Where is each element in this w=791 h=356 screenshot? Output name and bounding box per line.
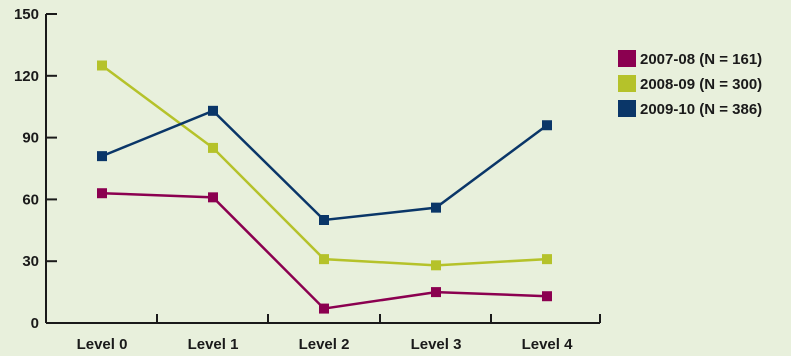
y-tick-label: 0 <box>31 315 39 332</box>
data-point <box>431 260 441 271</box>
y-tick-label: 60 <box>22 191 39 208</box>
y-tick-label: 90 <box>22 130 39 147</box>
legend-swatch <box>618 50 636 67</box>
data-point <box>431 202 441 213</box>
y-tick-label: 30 <box>22 253 39 270</box>
x-tick-label: Level 3 <box>411 336 462 353</box>
data-point <box>208 105 218 116</box>
data-point <box>542 120 552 131</box>
legend: 2007-08 (N = 161) 2008-09 (N = 300) 2009-1… <box>618 50 762 118</box>
legend-label: 2008-09 (N = 300) <box>640 76 762 93</box>
axes <box>45 14 600 324</box>
data-point <box>542 254 552 265</box>
x-tick-label: Level 4 <box>522 336 574 353</box>
data-point <box>431 287 441 298</box>
data-point <box>319 215 329 225</box>
data-point <box>208 192 218 203</box>
x-tick-label: Level 0 <box>77 336 128 353</box>
data-point <box>208 142 218 153</box>
legend-swatch <box>618 75 636 92</box>
x-tick-label: Level 2 <box>299 336 350 353</box>
y-ticks: 0 30 60 90 120 150 <box>14 6 57 332</box>
series-line-2008-09 <box>101 64 548 267</box>
data-point <box>319 254 329 265</box>
x-tick-label: Level 1 <box>188 336 239 353</box>
data-point <box>97 60 107 71</box>
data-point <box>97 188 107 199</box>
x-ticks: Level 0 Level 1 Level 2 Level 3 Level 4 <box>45 314 601 353</box>
series-group <box>97 60 552 314</box>
legend-label: 2007-08 (N = 161) <box>640 51 762 68</box>
y-tick-label: 120 <box>14 68 39 85</box>
data-point <box>542 291 552 302</box>
y-tick-label: 150 <box>14 6 39 23</box>
series-line-2007-08 <box>101 191 548 310</box>
legend-swatch <box>618 100 636 117</box>
legend-label: 2009-10 (N = 386) <box>640 101 762 118</box>
data-point <box>97 151 107 162</box>
data-point <box>319 303 329 314</box>
series-line-2009-10 <box>101 109 548 222</box>
